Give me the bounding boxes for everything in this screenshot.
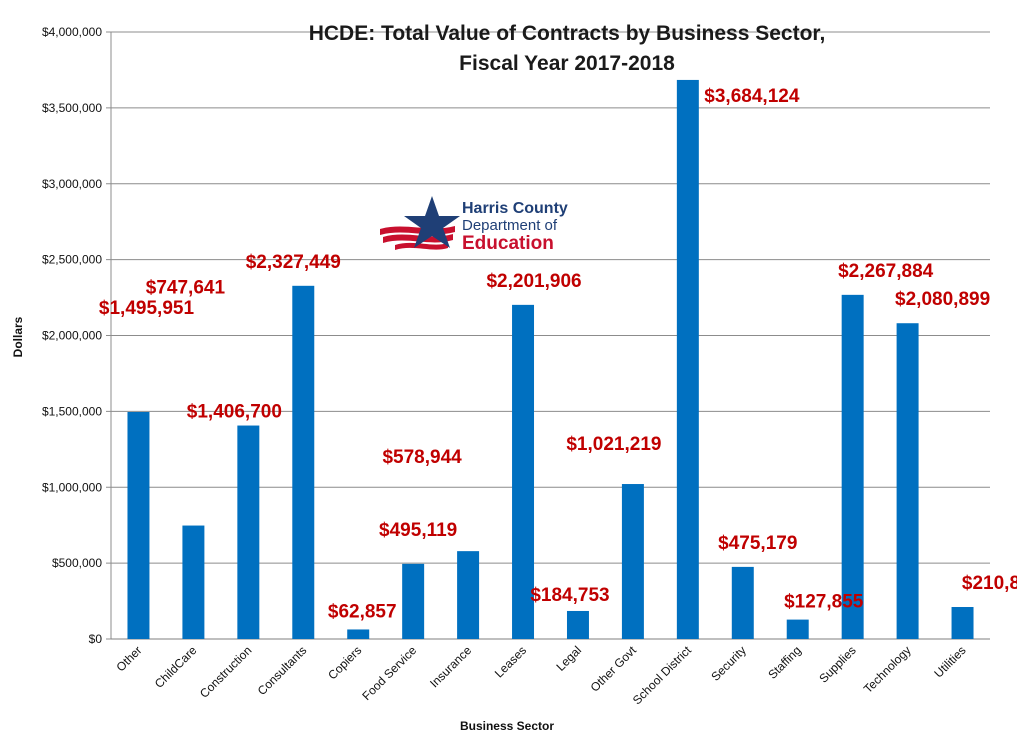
y-tick-label: $3,500,000 xyxy=(42,101,102,115)
data-label: $1,495,951 xyxy=(99,298,195,319)
data-label: $184,753 xyxy=(530,585,609,606)
x-tick-label: Other Govt xyxy=(588,643,640,695)
x-tick-label: Staffing xyxy=(765,643,804,682)
bar-staffing xyxy=(786,619,809,639)
y-axis-label: Dollars xyxy=(11,316,25,357)
x-tick-label: Copiers xyxy=(325,643,364,682)
chart-title-line2: Fiscal Year 2017-2018 xyxy=(459,52,675,75)
bars xyxy=(127,79,974,639)
data-labels: $1,495,951$747,641 $1,406,700 $2,327,449 $6… xyxy=(99,86,1017,623)
bar-insurance xyxy=(457,551,480,639)
bar-technology xyxy=(896,323,919,639)
x-tick-label: ChildCare xyxy=(152,643,200,691)
bar-childcare xyxy=(182,525,205,639)
bar-construction xyxy=(237,425,260,639)
y-tick-label: $2,500,000 xyxy=(42,253,102,267)
bar-supplies xyxy=(841,294,864,639)
bar-utilities xyxy=(951,607,974,639)
y-tick-label: $1,000,000 xyxy=(42,480,102,494)
y-tick-label: $1,500,000 xyxy=(42,404,102,418)
x-tick-label: Legal xyxy=(553,643,584,674)
y-tick-label: $2,000,000 xyxy=(42,329,102,343)
bar-leases xyxy=(512,304,535,639)
x-tick-label: Other xyxy=(113,643,144,674)
harris-county-logo: Harris County Department of Education xyxy=(380,196,568,254)
x-tick-label: Construction xyxy=(197,643,255,701)
bar-food-service xyxy=(402,563,425,639)
bar-other xyxy=(127,411,150,639)
y-tick-label: $4,000,000 xyxy=(42,25,102,39)
data-label: $475,179 xyxy=(718,533,797,554)
bar-consultants xyxy=(292,285,315,639)
bar-legal xyxy=(566,610,589,639)
x-tick-label: Consultants xyxy=(255,643,310,698)
data-label: $1,021,219 xyxy=(566,434,661,455)
logo-text-line1: Harris County xyxy=(462,200,568,217)
y-tick-label: $500,000 xyxy=(52,556,102,570)
x-tick-label: Insurance xyxy=(427,643,474,690)
x-tick-label: Food Service xyxy=(359,643,419,703)
data-label: $578,944 xyxy=(382,447,462,468)
y-tick-label: $0 xyxy=(89,632,103,646)
data-label: $2,080,899 xyxy=(895,289,990,310)
x-tick-label: Technology xyxy=(861,643,914,696)
x-tick-label: School District xyxy=(630,643,695,708)
data-label: $747,641 xyxy=(146,278,226,299)
logo-text-line2: Department of xyxy=(462,217,558,234)
data-label: $2,327,449 xyxy=(246,252,341,273)
data-label: $210,820 xyxy=(962,573,1017,594)
bar-school-district xyxy=(676,79,699,639)
data-label: $2,267,884 xyxy=(838,261,934,282)
data-label: $1,406,700 xyxy=(187,402,282,423)
logo-text-line3: Education xyxy=(462,233,554,254)
data-label: $62,857 xyxy=(328,601,397,622)
chart-title-line1: HCDE: Total Value of Contracts by Busine… xyxy=(309,22,826,45)
x-tick-label: Leases xyxy=(492,643,529,680)
x-tick-label: Utilities xyxy=(931,643,968,680)
bar-other-govt xyxy=(621,484,644,639)
data-label: $495,119 xyxy=(379,520,457,541)
x-tick-label: Security xyxy=(708,643,749,684)
x-axis-label: Business Sector xyxy=(460,719,554,733)
x-tick-label: Supplies xyxy=(816,643,858,685)
data-label: $127,855 xyxy=(784,592,864,613)
star-flag-icon xyxy=(380,196,460,250)
data-label: $3,684,124 xyxy=(704,86,800,107)
data-label: $2,201,906 xyxy=(486,271,581,292)
y-tick-label: $3,000,000 xyxy=(42,177,102,191)
bar-security xyxy=(731,566,754,639)
y-axis-ticks: $0 $500,000 $1,000,000 $1,500,000 $2,000,000… xyxy=(42,25,102,646)
bar-copiers xyxy=(347,629,370,639)
